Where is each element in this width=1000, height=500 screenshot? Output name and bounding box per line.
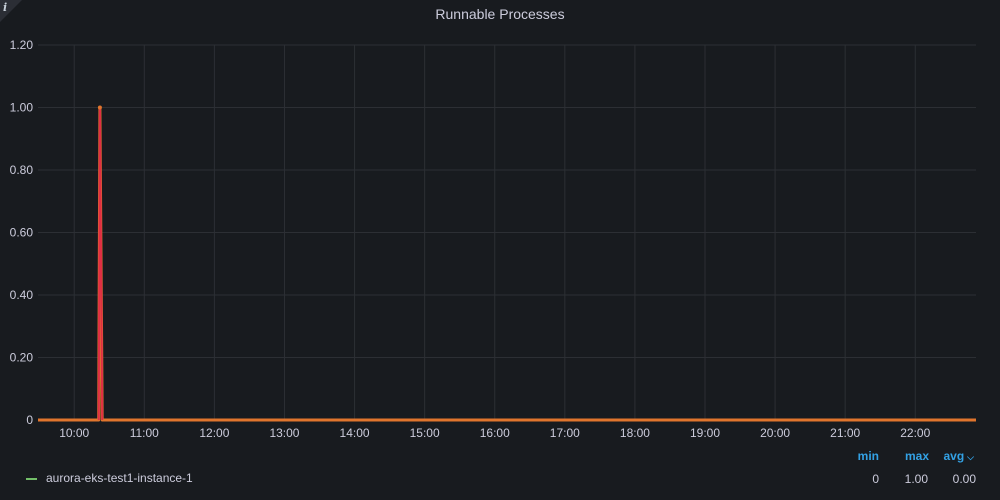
- legend-value-avg: 0.00: [952, 472, 976, 486]
- x-tick-label: 12:00: [199, 426, 229, 440]
- x-tick-label: 10:00: [59, 426, 89, 440]
- y-tick-label: 0.20: [10, 351, 34, 365]
- y-axis-ticks: 0 0.20 0.40 0.60 0.80 1.00 1.20: [10, 38, 34, 427]
- x-tick-label: 13:00: [269, 426, 299, 440]
- chevron-down-icon: ⌵: [967, 452, 974, 462]
- legend: min max avg ⌵ aurora-eks-test1-instance-1…: [0, 446, 1000, 500]
- legend-header-min[interactable]: min: [857, 449, 879, 463]
- y-tick-label: 0: [26, 413, 33, 427]
- x-tick-label: 21:00: [830, 426, 860, 440]
- series-layer: [38, 105, 976, 422]
- legend-series-name[interactable]: aurora-eks-test1-instance-1: [46, 471, 193, 485]
- x-tick-label: 11:00: [130, 426, 159, 440]
- x-tick-label: 14:00: [340, 426, 370, 440]
- legend-value-min: 0: [872, 472, 879, 486]
- x-tick-label: 20:00: [760, 426, 790, 440]
- chart-canvas[interactable]: 0 0.20 0.40 0.60 0.80 1.00 1.20 10:00 11:00 12:0…: [0, 0, 1000, 446]
- x-tick-label: 18:00: [620, 426, 650, 440]
- y-tick-label: 1.00: [10, 101, 34, 115]
- x-tick-label: 17:00: [550, 426, 580, 440]
- data-point: [97, 105, 102, 110]
- legend-header-avg[interactable]: avg ⌵: [934, 449, 974, 463]
- x-tick-label: 16:00: [480, 426, 510, 440]
- x-tick-label: 15:00: [410, 426, 440, 440]
- panel-title[interactable]: Runnable Processes: [435, 6, 565, 22]
- y-tick-label: 0.60: [10, 226, 34, 240]
- x-axis-ticks: 10:00 11:00 12:00 13:00 14:00 15:00 16:00 17:00…: [59, 426, 930, 440]
- y-tick-label: 1.20: [10, 38, 34, 52]
- y-tick-label: 0.40: [10, 288, 34, 302]
- legend-header-avg-label: avg: [943, 449, 965, 463]
- series-line: [38, 106, 976, 422]
- legend-header-max[interactable]: max: [904, 449, 929, 463]
- legend-series-swatch[interactable]: [26, 478, 37, 480]
- grid-lines: [38, 44, 976, 420]
- y-tick-label: 0.80: [10, 163, 34, 177]
- panel-info-corner[interactable]: [0, 0, 22, 22]
- x-tick-label: 19:00: [690, 426, 720, 440]
- legend-value-max: 1.00: [904, 472, 928, 486]
- x-tick-label: 22:00: [900, 426, 930, 440]
- info-icon[interactable]: i: [3, 1, 8, 14]
